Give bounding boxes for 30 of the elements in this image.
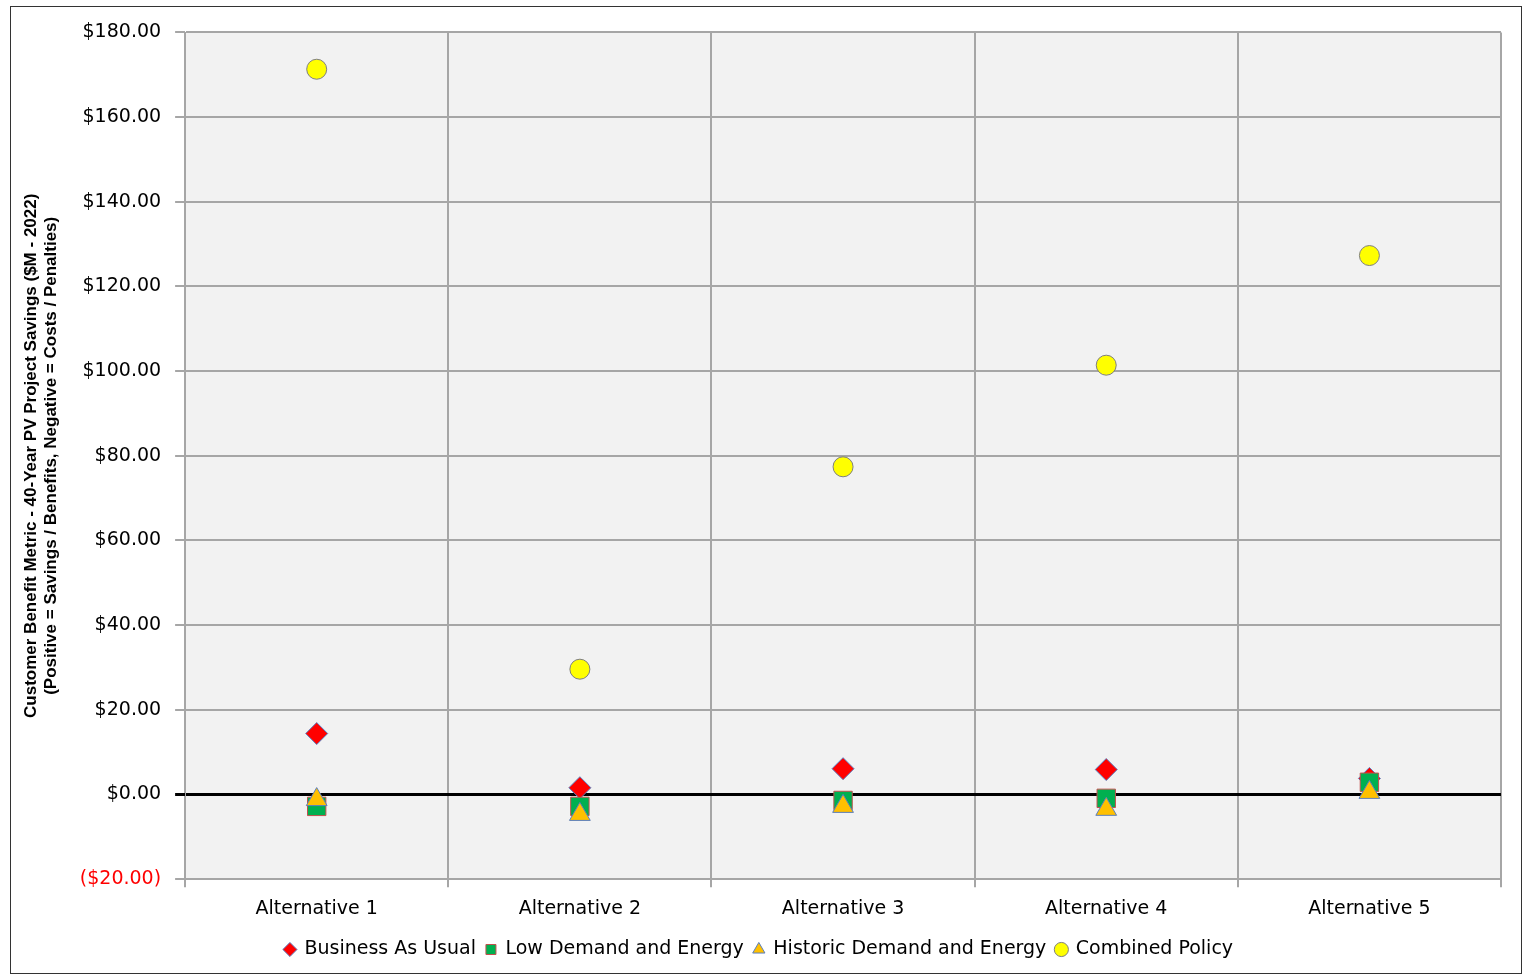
point: [569, 658, 591, 680]
x-tick-label: Alternative 1: [255, 895, 378, 918]
y-tick-label: $160.00: [82, 104, 162, 127]
x-tick-label: Alternative 5: [1308, 895, 1431, 918]
y-tick-label: $40.00: [94, 612, 162, 635]
x-tick-label: Alternative 2: [518, 895, 642, 918]
point: [832, 456, 854, 478]
x-tick-label: Alternative 4: [1045, 895, 1168, 918]
y-tick-label: $0.00: [106, 781, 162, 804]
point: [1095, 354, 1117, 376]
point: [1094, 758, 1118, 782]
point: [831, 757, 855, 781]
legend-label: Low Demand and Energy: [505, 936, 744, 959]
point: [568, 776, 592, 800]
legend-label: Historic Demand and Energy: [773, 936, 1047, 959]
y-tick-label: $140.00: [82, 188, 162, 211]
y-axis-title: Customer Benefit Metric - 40-Year PV Project Savings ($M - 2022) (Positive = Savings / Benefits, Negative = Costs / Penalties): [20, 193, 61, 718]
y-tick-label: $180.00: [82, 19, 162, 42]
point: [1358, 245, 1380, 267]
point: [306, 58, 328, 80]
y-tick-label: ($20.00): [79, 866, 162, 889]
x-tick-label: Alternative 3: [781, 895, 905, 918]
y-tick-label: $120.00: [82, 273, 162, 296]
y-tick-label: $60.00: [94, 527, 162, 550]
point: [305, 722, 329, 746]
y-tick-label: $20.00: [94, 696, 162, 719]
legend-label: Business As Usual: [304, 936, 476, 959]
y-tick-label: $100.00: [82, 358, 162, 381]
y-tick-label: $80.00: [94, 442, 162, 465]
legend-label: Combined Policy: [1075, 936, 1234, 959]
